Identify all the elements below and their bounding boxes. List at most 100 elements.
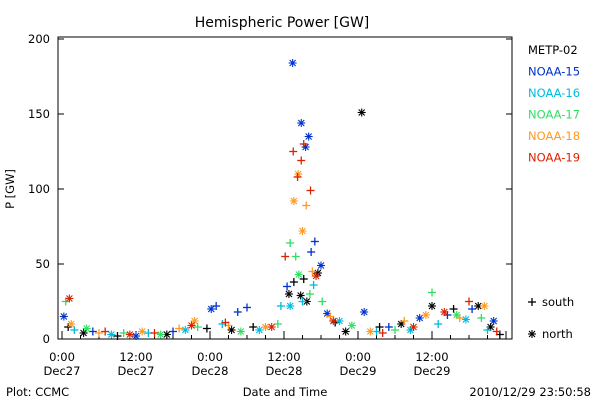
x-tick-date: Dec29 (414, 364, 451, 378)
point-noaa-17-south (291, 252, 300, 261)
point-noaa-16-north (181, 326, 190, 334)
point-noaa-16-north (286, 302, 295, 310)
plot-credit: Plot: CCMC (6, 385, 69, 399)
point-noaa-19-north (267, 323, 276, 331)
point-metp-02-north (428, 302, 436, 310)
point-noaa-18-north (289, 197, 298, 205)
point-noaa-16-north (461, 315, 470, 324)
point-noaa-19-south (101, 327, 110, 336)
x-tick-time: 12:00 (415, 350, 448, 364)
point-metp-02-south (113, 332, 122, 340)
legend-entry: NOAA-17 (528, 108, 580, 122)
point-noaa-19-north (409, 323, 418, 331)
point-noaa-15-south (307, 248, 316, 256)
point-noaa-15-south (88, 327, 97, 336)
point-noaa-17-south (119, 329, 128, 337)
point-noaa-16-south (434, 320, 443, 328)
point-noaa-16-south (70, 326, 79, 334)
marker-key-label: south (542, 295, 574, 309)
point-noaa-15-north (317, 261, 325, 270)
plot-timestamp: 2010/12/29 23:50:58 (469, 385, 591, 399)
marker-key-label: north (542, 327, 573, 341)
point-noaa-19-north (187, 321, 196, 330)
point-noaa-16-north (107, 330, 116, 339)
point-noaa-19-north (65, 294, 74, 303)
point-noaa-19-north (125, 330, 134, 339)
point-noaa-19-north (329, 317, 338, 325)
point-noaa-18-south (400, 317, 409, 325)
point-noaa-17-north (156, 330, 165, 339)
data-points (59, 59, 504, 340)
x-tick-date: Dec29 (340, 364, 377, 378)
point-noaa-17-south (273, 320, 282, 328)
point-noaa-15-south (169, 327, 177, 336)
point-noaa-19-south (306, 186, 315, 195)
point-noaa-17-south (305, 290, 314, 298)
point-noaa-17-south (286, 239, 295, 247)
point-noaa-15-north (304, 132, 313, 141)
point-metp-02-south (249, 323, 258, 331)
point-noaa-19-south (378, 329, 387, 337)
point-metp-02-north (296, 291, 305, 300)
point-noaa-17-north (294, 270, 303, 279)
point-metp-02-north (79, 329, 88, 337)
point-noaa-19-south (297, 156, 306, 165)
point-noaa-15-south (283, 282, 292, 291)
point-noaa-18-south (95, 329, 103, 337)
point-noaa-19-north (312, 272, 321, 280)
y-tick-label: 200 (28, 32, 50, 46)
x-tick-date: Dec27 (44, 364, 81, 378)
point-noaa-18-south (326, 312, 335, 321)
point-noaa-15-north (360, 308, 369, 316)
point-noaa-17-south (318, 297, 327, 306)
point-noaa-15-north (415, 314, 424, 322)
point-noaa-17-south (391, 326, 399, 334)
point-noaa-17-north (236, 327, 245, 336)
marker-key-south-symbol (528, 298, 536, 306)
point-noaa-15-south (310, 237, 319, 246)
point-noaa-19-south (293, 173, 302, 181)
x-tick-date: Dec28 (192, 364, 229, 378)
point-metp-02-north (227, 326, 236, 334)
point-noaa-18-south (455, 314, 464, 322)
point-noaa-16-north (255, 326, 264, 334)
point-noaa-19-south (299, 140, 308, 148)
x-tick-date: Dec28 (266, 364, 303, 378)
point-noaa-18-north (261, 323, 270, 331)
point-metp-02-north (357, 108, 366, 117)
point-metp-02-south (449, 305, 458, 313)
point-noaa-15-north (207, 305, 216, 313)
marker-key-north-symbol (528, 330, 536, 338)
x-axis: 0:00Dec2712:00Dec270:00Dec2812:00Dec280:… (44, 331, 507, 378)
point-noaa-15-north (288, 59, 297, 67)
legend-entry: NOAA-15 (528, 65, 580, 79)
point-noaa-18-north (366, 327, 375, 336)
y-tick-label: 150 (28, 107, 50, 121)
point-noaa-19-south (492, 327, 501, 336)
x-tick-time: 12:00 (267, 350, 300, 364)
point-noaa-19-south (289, 147, 298, 156)
point-noaa-18-north (67, 320, 76, 328)
point-metp-02-north (284, 290, 293, 298)
x-tick-time: 0:00 (49, 350, 75, 364)
point-noaa-17-south (193, 323, 202, 331)
point-noaa-15-south (468, 305, 477, 313)
point-noaa-18-north (480, 302, 489, 310)
plot-frame (57, 36, 513, 340)
y-axis-label: P [GW] (3, 169, 17, 209)
point-noaa-18-north (138, 327, 147, 336)
legend-entry: NOAA-19 (528, 151, 580, 165)
point-noaa-15-south (384, 323, 393, 331)
point-metp-02-south (375, 323, 384, 331)
point-metp-02-south (202, 324, 211, 333)
legend: METP-02 NOAA-15 NOAA-16 NOAA-17 NOAA-18 NOAA-… (528, 43, 580, 165)
point-noaa-15-north (59, 312, 68, 321)
point-noaa-16-south (298, 297, 307, 306)
point-noaa-15-south (243, 303, 251, 312)
x-tick-date: Dec27 (118, 364, 155, 378)
point-noaa-16-south (276, 302, 285, 310)
point-noaa-18-south (302, 201, 311, 210)
point-noaa-19-south (465, 297, 473, 306)
point-noaa-19-north (440, 308, 449, 316)
point-noaa-17-north (82, 324, 91, 333)
